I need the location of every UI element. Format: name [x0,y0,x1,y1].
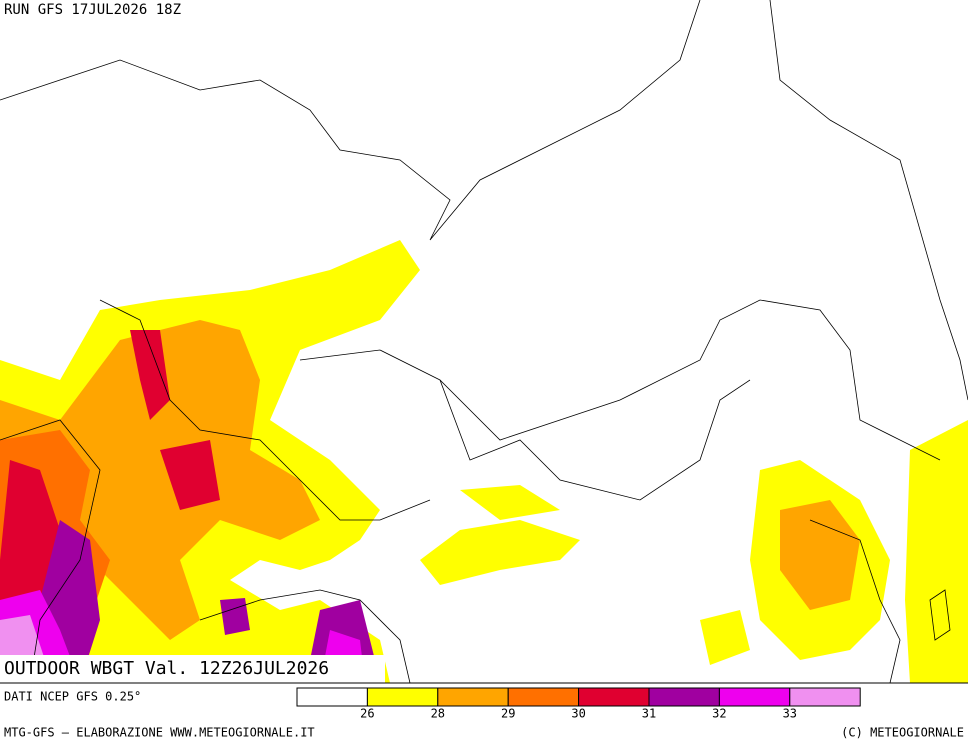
legend-swatch [648,687,720,707]
legend-tick-label: 33 [783,707,797,721]
title-box [0,655,385,683]
coastlines [0,0,968,684]
border [199,589,411,684]
field-yellow [420,485,580,585]
border [299,299,941,461]
coastline [769,0,968,401]
legend-swatch [366,687,439,707]
field-light-orange [780,500,860,610]
legend-swatch [296,687,368,707]
source-label: DATI NCEP GFS 0.25° [4,690,141,704]
legend-tick-label: 28 [431,707,445,721]
footer-right: (C) METEOGIORNALE [841,726,964,740]
coastline [929,589,951,641]
legend-swatch [507,687,580,707]
border [439,379,751,501]
legend-swatch [718,687,791,707]
coastline [809,519,901,684]
border [0,419,101,684]
field-red [130,330,220,510]
run-label: RUN GFS 17JUL2026 18Z [4,2,181,18]
footer-left: MTG-GFS — ELABORAZIONE WWW.METEOGIORNALE… [4,726,315,740]
legend-tick-label: 30 [571,707,585,721]
legend-tick-label: 32 [712,707,726,721]
coastline [0,0,701,241]
map-title: OUTDOOR WBGT Val. 12Z26JUL2026 [4,658,329,679]
color-legend: 26 28 29 30 31 32 33 [296,687,861,721]
run-box [0,0,230,20]
legend-swatch [789,687,861,707]
border [99,299,431,521]
legend-tick-label: 26 [360,707,374,721]
legend-swatch [578,687,650,707]
legend-swatch [437,687,509,707]
legend-tick-label: 31 [642,707,656,721]
legend-tick-label: 29 [501,707,515,721]
